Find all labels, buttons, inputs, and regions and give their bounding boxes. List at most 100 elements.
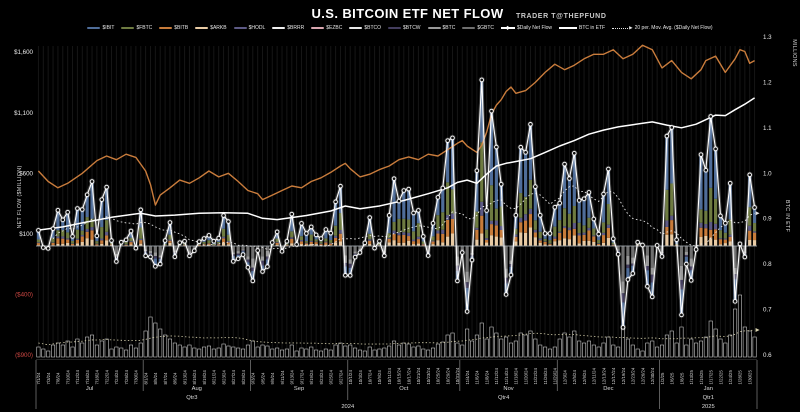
page-subtitle: TRADER T@THEPFUND <box>515 13 607 20</box>
activity-bar <box>655 346 660 358</box>
moving-average-arrow-icon <box>755 211 760 216</box>
x-axis-date-label: 7/30/24 <box>134 370 139 385</box>
flow-bar-segment <box>358 248 362 251</box>
flow-bar-segment <box>231 252 235 255</box>
activity-bar <box>567 336 572 358</box>
flow-bar-segment <box>533 237 537 246</box>
activity-bar <box>318 350 323 358</box>
flow-bar-segment <box>485 242 489 246</box>
flow-bar-segment <box>728 241 732 246</box>
x-axis-date-label: 11/22/24 <box>533 367 538 384</box>
daily-net-flow-marker <box>401 188 407 193</box>
flow-bar-segment <box>748 174 752 208</box>
daily-net-flow-marker <box>654 243 660 248</box>
flow-bar-segment <box>66 238 70 240</box>
flow-bar-segment <box>587 240 591 246</box>
flow-bar-segment <box>485 229 489 239</box>
x-axis-date-label: 9/13/24 <box>290 370 295 385</box>
chart-header: U.S. BITCOIN ETF NET FLOW TRADER T@THEPF… <box>0 5 800 23</box>
daily-net-flow-marker <box>45 246 51 251</box>
orange-trend-line <box>37 44 755 206</box>
flow-bar-segment <box>553 226 557 237</box>
flow-bar-segment <box>309 244 313 246</box>
flow-bar-segment <box>90 218 94 228</box>
daily-net-flow-marker <box>299 221 304 226</box>
legend-label: $HODL <box>248 25 266 31</box>
flow-bar-segment <box>553 238 557 242</box>
activity-bar <box>742 326 747 358</box>
activity-bar <box>591 344 596 358</box>
flow-bar-segment <box>207 235 211 241</box>
flow-bar-segment <box>105 231 109 236</box>
flow-bar-segment <box>158 246 162 256</box>
flow-bar-segment <box>105 187 109 221</box>
flow-bar-segment <box>139 227 143 239</box>
legend-swatch-icon <box>121 26 135 30</box>
flow-bar-segment <box>353 253 357 255</box>
flow-bar-segment <box>665 220 669 227</box>
flow-bar-segment <box>314 239 318 242</box>
x-axis-date-label: 1/17/25 <box>709 370 714 385</box>
flow-bar-segment <box>314 234 318 240</box>
activity-bar <box>387 345 392 358</box>
activity-bar <box>226 345 231 358</box>
flow-bar-segment <box>597 243 601 246</box>
x-axis-date-label: 12/5/24 <box>572 370 577 385</box>
flow-bar-segment <box>105 235 109 241</box>
flow-bar-segment <box>90 239 94 246</box>
activity-bar <box>41 348 46 358</box>
daily-net-flow-marker <box>143 253 148 259</box>
flow-bar-segment <box>416 243 421 246</box>
activity-bar <box>523 334 528 358</box>
flow-bar-segment <box>231 246 235 253</box>
x-axis-date-label: 8/5/24 <box>153 372 158 385</box>
flow-bar-segment <box>436 230 440 234</box>
flow-bar-segment <box>280 246 284 248</box>
flow-bar-segment <box>713 198 718 224</box>
daily-net-flow-marker <box>347 273 353 278</box>
activity-bar <box>338 342 343 358</box>
activity-bar <box>528 330 533 358</box>
flow-bar-segment <box>421 244 425 246</box>
flow-bar-segment <box>56 230 60 237</box>
daily-net-flow-marker <box>557 200 562 206</box>
flow-bar-segment <box>572 205 576 224</box>
x-axis-month-label: Aug <box>192 386 202 392</box>
flow-bar-segment <box>290 238 294 244</box>
flow-bar-segment <box>338 186 343 214</box>
x-axis-date-label: 12/26/24 <box>640 367 645 384</box>
activity-bar <box>606 336 611 358</box>
flow-bar-segment <box>601 232 606 236</box>
activity-bar <box>172 342 177 358</box>
activity-bar <box>372 349 377 358</box>
flow-bar-segment <box>397 218 401 233</box>
daily-net-flow-marker <box>172 254 178 260</box>
flow-bar-segment <box>699 227 703 238</box>
daily-net-flow-marker <box>114 259 119 264</box>
flow-bar-segment <box>699 237 703 246</box>
flow-bar-segment <box>475 239 479 246</box>
flow-bar-segment <box>465 271 469 283</box>
flow-bar-segment <box>207 244 211 246</box>
x-axis-date-label: 9/23/24 <box>319 370 324 385</box>
flow-bar-segment <box>597 240 601 244</box>
x-axis-date-label: 10/15/24 <box>397 367 402 384</box>
legend-label: $IBIT <box>102 25 115 31</box>
flow-bar-segment <box>684 246 688 252</box>
legend-label: 20 per. Mov. Avg. ($Daily Net Flow) <box>634 25 713 31</box>
flow-bar-segment <box>129 241 133 243</box>
daily-net-flow-marker <box>508 272 514 278</box>
daily-net-flow-marker <box>406 186 411 192</box>
flow-bar-segment <box>329 243 333 246</box>
flow-bar-segment <box>80 241 84 246</box>
flow-bar-segment <box>485 240 489 243</box>
flow-bar-segment <box>621 281 625 294</box>
flow-bar-segment <box>538 215 542 232</box>
daily-net-flow-marker <box>36 228 41 233</box>
flow-bar-segment <box>621 246 625 282</box>
flow-bar-segment <box>728 234 732 237</box>
flow-bar-segment <box>324 242 328 245</box>
legend-swatch-icon <box>87 26 101 30</box>
flow-bar-segment <box>402 218 406 233</box>
flow-bar-segment <box>70 236 75 241</box>
